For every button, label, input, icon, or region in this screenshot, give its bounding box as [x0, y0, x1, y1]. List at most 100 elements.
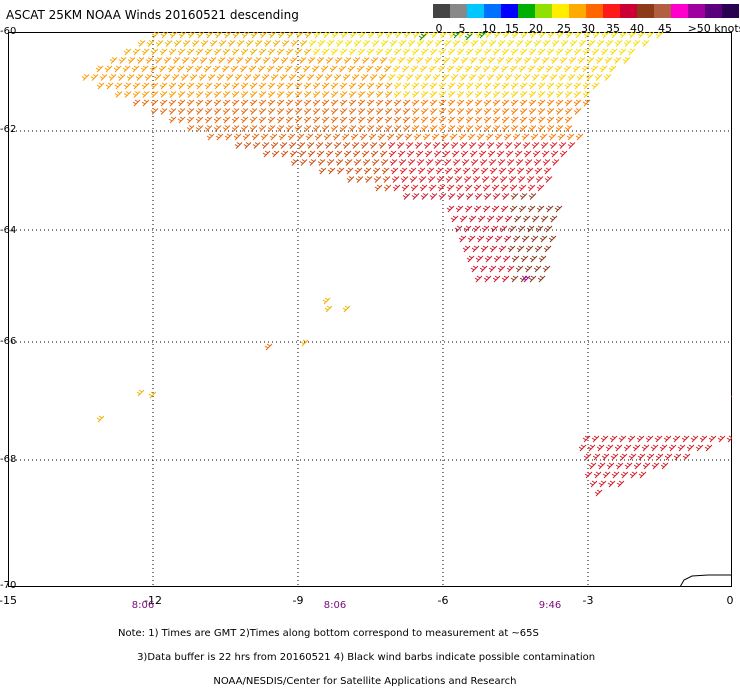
wind-barb [141, 99, 150, 107]
wind-barb [465, 116, 474, 124]
wind-barb [509, 65, 518, 73]
wind-barb [564, 116, 573, 124]
wind-barb [159, 99, 168, 107]
wind-barb [558, 74, 567, 81]
legend-label: 15 [505, 22, 519, 35]
wind-barb [655, 32, 664, 39]
y-tick-label: -64 [0, 225, 17, 236]
wind-barb [582, 82, 591, 90]
wind-barb [334, 57, 343, 64]
wind-barb [528, 108, 537, 115]
wind-barb [614, 444, 623, 452]
wind-barb [160, 32, 169, 39]
wind-barb [482, 184, 491, 192]
wind-barb [398, 159, 407, 166]
wind-barb [583, 32, 592, 39]
wind-barb [222, 108, 231, 115]
wind-barb [522, 74, 531, 81]
wind-barb [294, 125, 303, 132]
wind-barb [324, 305, 333, 313]
footnote: Note: 1) Times are GMT 2)Times along bot… [118, 616, 595, 700]
wind-barb [479, 265, 488, 273]
wind-barb [540, 215, 549, 223]
wind-barb [297, 142, 306, 149]
wind-barb [607, 480, 616, 488]
wind-barb [204, 116, 213, 124]
wind-barb [402, 116, 411, 124]
wind-barb [536, 184, 545, 192]
wind-barb [330, 48, 339, 56]
wind-barb [384, 125, 393, 132]
wind-barb [573, 108, 582, 115]
wind-barb [196, 32, 205, 39]
wind-barb [418, 33, 427, 41]
wind-barb [441, 142, 450, 149]
wind-barb [511, 32, 520, 39]
wind-barb [717, 435, 726, 443]
wind-barb [582, 435, 591, 443]
wind-barb [233, 133, 242, 141]
wind-barb-map [8, 32, 732, 587]
wind-barb [525, 167, 534, 175]
wind-barb [173, 40, 182, 47]
wind-barb [270, 142, 279, 149]
wind-barb [441, 74, 450, 81]
wind-barb [536, 65, 545, 73]
wind-barb [195, 125, 204, 132]
wind-barb [168, 108, 177, 115]
wind-barb [404, 133, 413, 141]
wind-barb [539, 133, 548, 141]
wind-barb [492, 193, 501, 200]
wind-barb [605, 40, 614, 47]
wind-barb [323, 133, 332, 141]
wind-barb [150, 48, 159, 56]
wind-barb [114, 82, 123, 90]
wind-barb [269, 133, 278, 141]
wind-barb [543, 245, 552, 253]
wind-barb [491, 205, 500, 213]
wind-barb [563, 65, 572, 73]
wind-barb [132, 99, 141, 107]
wind-barb [532, 57, 541, 64]
wind-barb [295, 32, 304, 39]
wind-barb [564, 108, 573, 115]
wind-barb [446, 65, 455, 73]
wind-barb [492, 48, 501, 56]
wind-barb [402, 91, 411, 98]
wind-barb [348, 48, 357, 56]
wind-barb [487, 57, 496, 64]
wind-barb [81, 74, 90, 81]
wind-barb [348, 108, 357, 115]
wind-barb [242, 133, 251, 141]
wind-barb [512, 133, 521, 141]
wind-barb [473, 65, 482, 73]
wind-barb [456, 91, 465, 98]
wind-barb [501, 99, 510, 107]
wind-barb [222, 82, 231, 90]
map-plot-area[interactable] [8, 32, 732, 587]
wind-barb [628, 32, 637, 39]
wind-barb [267, 48, 276, 56]
wind-barb [673, 453, 682, 461]
wind-barb [450, 215, 459, 223]
legend-swatch [518, 4, 535, 18]
wind-barb [195, 108, 204, 115]
wind-barb [285, 48, 294, 56]
wind-barb [294, 82, 303, 90]
wind-barb [336, 167, 345, 175]
wind-barb [411, 125, 420, 132]
wind-barb [285, 91, 294, 98]
wind-barb [231, 116, 240, 124]
wind-barb [475, 255, 484, 263]
wind-barb [681, 435, 690, 443]
wind-barb [459, 215, 468, 223]
wind-barb [555, 125, 564, 132]
wind-barb [588, 462, 597, 470]
wind-barb [483, 48, 492, 56]
legend-swatch [688, 4, 705, 18]
wind-barb [501, 48, 510, 56]
wind-barb [445, 176, 454, 183]
wind-barb [501, 108, 510, 115]
wind-barb [123, 91, 132, 98]
wind-barb [241, 32, 250, 39]
